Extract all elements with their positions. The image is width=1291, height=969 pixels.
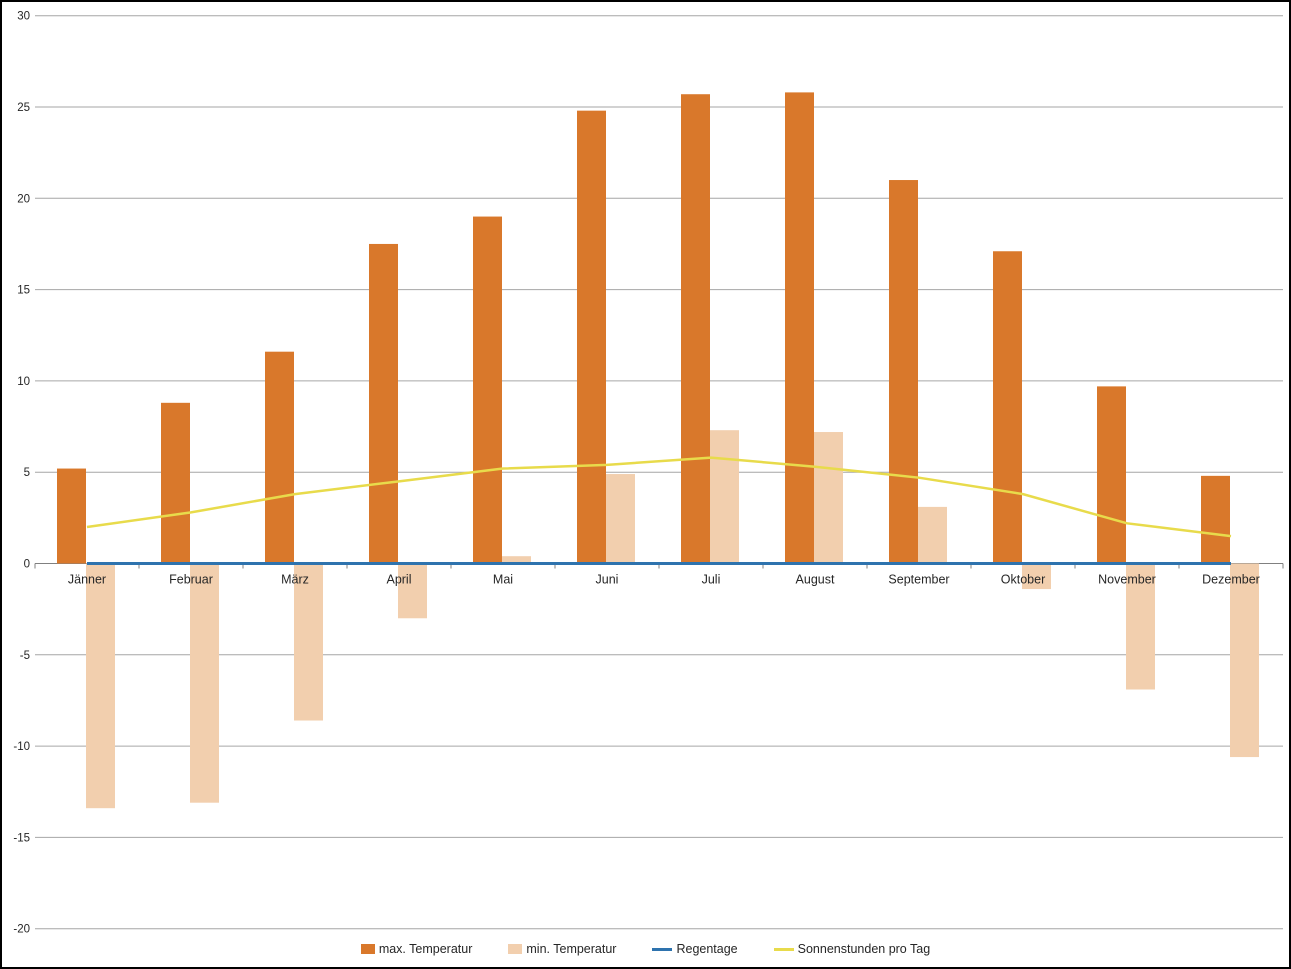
x-axis-label: Oktober xyxy=(1001,573,1045,587)
legend-swatch xyxy=(652,947,673,951)
bar-min-temperatur xyxy=(190,563,219,803)
y-axis-label: -15 xyxy=(13,832,30,844)
y-axis-label: -20 xyxy=(13,924,30,936)
y-axis-label: 5 xyxy=(24,467,30,479)
x-axis-label: April xyxy=(386,573,411,587)
y-axis-label: 0 xyxy=(24,559,30,571)
bar-min-temperatur xyxy=(294,563,323,721)
y-axis-label: 30 xyxy=(17,11,30,23)
line-sonnenstunden-pro-tag xyxy=(86,456,1232,538)
legend-item-sonnenstunden-pro-tag: Sonnenstunden pro Tag xyxy=(773,942,931,956)
legend-label: min. Temperatur xyxy=(526,942,617,956)
bar-min-temperatur xyxy=(86,563,115,809)
legend-item-regentage: Regentage xyxy=(652,942,738,956)
x-axis-label: September xyxy=(888,573,949,587)
bar-max-temperatur xyxy=(161,402,190,564)
legend-swatch xyxy=(773,947,794,951)
legend-label: max. Temperatur xyxy=(378,942,473,956)
legend-item-min-temperatur: min. Temperatur xyxy=(508,942,616,956)
legend-label: Sonnenstunden pro Tag xyxy=(797,942,931,956)
x-axis-label: März xyxy=(281,573,309,587)
bar-max-temperatur xyxy=(577,110,606,564)
y-axis-label: -10 xyxy=(13,741,30,753)
bar-max-temperatur xyxy=(265,351,294,564)
bar-max-temperatur xyxy=(681,94,710,564)
bar-min-temperatur xyxy=(814,432,843,564)
bar-min-temperatur xyxy=(710,430,739,564)
x-axis-label: Februar xyxy=(169,573,213,587)
x-axis-label: August xyxy=(796,573,835,587)
bar-max-temperatur xyxy=(57,468,86,564)
legend-swatch xyxy=(508,944,523,954)
x-axis-label: Mai xyxy=(493,573,513,587)
y-axis-label: 20 xyxy=(17,193,30,205)
bar-max-temperatur xyxy=(993,251,1022,564)
bar-min-temperatur xyxy=(1022,563,1051,590)
x-axis-label: November xyxy=(1098,573,1156,587)
bar-min-temperatur xyxy=(502,556,531,564)
legend-item-max-temperatur: max. Temperatur xyxy=(360,942,473,956)
bar-min-temperatur xyxy=(606,474,635,564)
x-axis-label: Juni xyxy=(596,573,619,587)
bar-min-temperatur xyxy=(918,506,947,564)
bar-max-temperatur xyxy=(473,216,502,564)
y-axis-label: -5 xyxy=(20,650,30,662)
legend-label: Regentage xyxy=(676,942,738,956)
x-axis-label: Juli xyxy=(702,573,721,587)
bar-max-temperatur xyxy=(785,92,814,564)
bar-max-temperatur xyxy=(889,180,918,564)
bar-max-temperatur xyxy=(369,243,398,564)
bar-max-temperatur xyxy=(1201,475,1230,564)
y-axis-label: 25 xyxy=(17,102,30,114)
legend-swatch xyxy=(360,944,375,954)
bar-max-temperatur xyxy=(1097,386,1126,564)
x-axis-label: Jänner xyxy=(68,573,106,587)
bar-min-temperatur xyxy=(398,563,427,619)
bar-min-temperatur xyxy=(1230,563,1259,758)
y-axis-label: 10 xyxy=(17,376,30,388)
bar-min-temperatur xyxy=(1126,563,1155,690)
chart-legend: max. Temperatur min. Temperatur Regentage S… xyxy=(2,942,1289,956)
x-axis-label: Dezember xyxy=(1202,573,1260,587)
y-axis-label: 15 xyxy=(17,285,30,297)
